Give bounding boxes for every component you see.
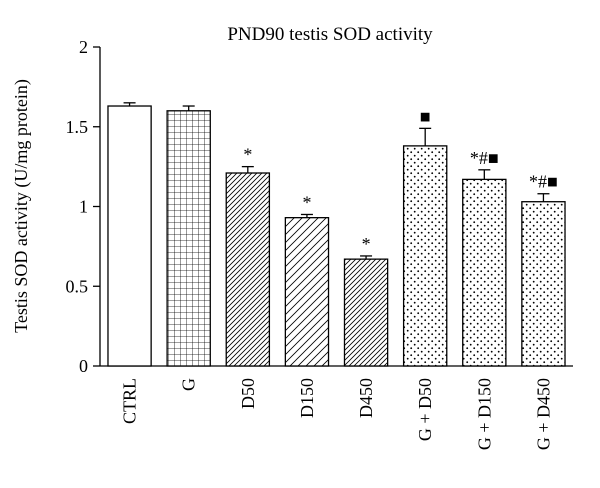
y-axis: 0 0.5 1 1.5 2 [66, 37, 101, 376]
y-tick-label: 1 [79, 197, 88, 217]
significance-label: *#■ [529, 172, 558, 192]
x-tick-label: D450 [356, 378, 376, 418]
bar [284, 217, 330, 367]
bar [521, 201, 566, 367]
bar [107, 105, 152, 367]
x-tick-label: CTRL [120, 378, 140, 424]
x-tick-label: G + D450 [533, 378, 553, 450]
bar [343, 258, 389, 367]
significance-label: * [362, 234, 371, 254]
significance-label: *#■ [470, 148, 499, 168]
x-tick-label: G [179, 378, 199, 391]
bar [402, 145, 448, 367]
x-tick-label: G + D50 [415, 378, 435, 441]
y-tick-label: 1.5 [66, 117, 89, 137]
x-tick-label: D150 [297, 378, 317, 418]
bar [462, 178, 507, 367]
y-tick-label: 0 [79, 356, 88, 376]
bars: * * * ■ *#■ *#■ [107, 102, 566, 367]
bar [225, 172, 271, 367]
y-tick-label: 0.5 [66, 276, 89, 296]
significance-label: ■ [420, 106, 431, 126]
y-axis-label: Testis SOD activity (U/mg protein) [11, 79, 32, 333]
x-tick-label: G + D150 [474, 378, 494, 450]
x-tick-label: D50 [238, 378, 258, 409]
bar [166, 110, 211, 367]
significance-label: * [243, 145, 252, 165]
chart-title: PND90 testis SOD activity [227, 24, 433, 45]
significance-label: * [302, 192, 311, 212]
y-tick-label: 2 [79, 37, 88, 57]
x-tick-labels: CTRL G D50 D150 D450 G + D50 G + D150 G + D450 [120, 378, 554, 450]
